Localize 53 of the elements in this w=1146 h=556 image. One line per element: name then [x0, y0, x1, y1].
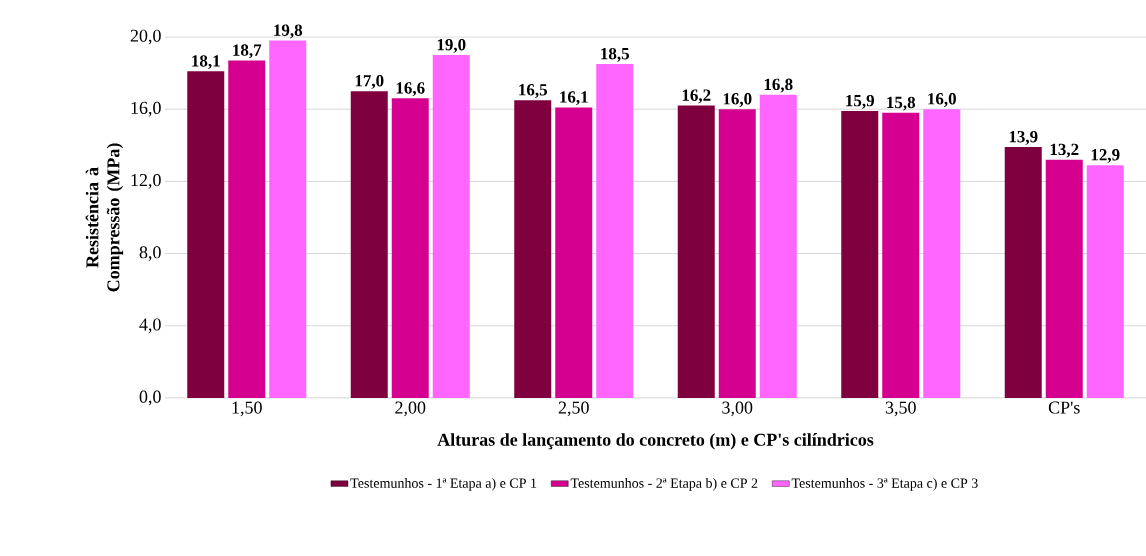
y-tick-label: 12,0 [131, 174, 161, 189]
bar [187, 71, 225, 398]
bar [1086, 165, 1124, 398]
x-tick-label: 2,00 [395, 401, 426, 417]
bar [841, 111, 879, 398]
data-label: 16,2 [682, 89, 711, 104]
data-label: 18,5 [601, 47, 629, 62]
bar [596, 64, 634, 398]
y-tick-label: 16,0 [131, 101, 161, 117]
data-label: 17,0 [355, 75, 384, 89]
y-tick-label: 20,0 [130, 29, 161, 45]
y-tick-label: 4,0 [139, 318, 161, 334]
legend-label: Testemunhos - 2ª Etapa b) e CP 2 [570, 477, 758, 491]
data-label: 16,6 [396, 82, 425, 97]
bar [718, 109, 756, 398]
bar [555, 107, 593, 398]
y-tick-label: 0,0 [139, 390, 161, 406]
bar [923, 109, 961, 398]
data-label: 16,5 [519, 84, 547, 98]
data-label: 15,8 [887, 96, 916, 111]
y-axis-title: Resistência à Compressão (MPa) [85, 143, 124, 292]
bar [350, 91, 388, 398]
bar [432, 55, 470, 398]
bar [1045, 159, 1083, 398]
legend-label: Testemunhos - 1ª Etapa a) e CP 1 [350, 477, 537, 491]
x-tick-label: 1,50 [232, 401, 262, 417]
x-axis-title: Alturas de lançamento do concreto (m) e CP's cilíndricos [437, 433, 874, 450]
data-label: 16,1 [560, 91, 588, 106]
data-label: 18,7 [233, 44, 262, 59]
bar [391, 98, 429, 398]
data-label: 13,9 [1009, 131, 1038, 145]
bar [228, 60, 266, 398]
data-label: 19,0 [437, 38, 466, 53]
legend-label: Testemunhos - 3ª Etapa c) e CP 3 [791, 477, 978, 491]
data-label: 19,8 [274, 24, 303, 39]
x-tick-label: 3,00 [722, 401, 753, 417]
x-tick-label: 2,50 [558, 401, 589, 417]
data-label: 15,9 [846, 94, 875, 109]
data-label: 13,2 [1050, 143, 1079, 158]
bar [882, 112, 920, 398]
bar [759, 94, 797, 398]
x-tick-label: 3,50 [885, 401, 916, 417]
bar [269, 40, 307, 398]
y-tick-label: 8,0 [139, 246, 161, 261]
data-label: 16,0 [928, 93, 956, 107]
bar [1004, 147, 1042, 398]
x-tick-label: CP's [1048, 401, 1080, 414]
data-label: 12,9 [1091, 149, 1120, 163]
bar [677, 105, 715, 398]
data-label: 18,1 [192, 55, 220, 70]
data-label: 16,0 [723, 93, 752, 107]
bar [514, 100, 552, 398]
data-label: 16,8 [764, 78, 793, 93]
